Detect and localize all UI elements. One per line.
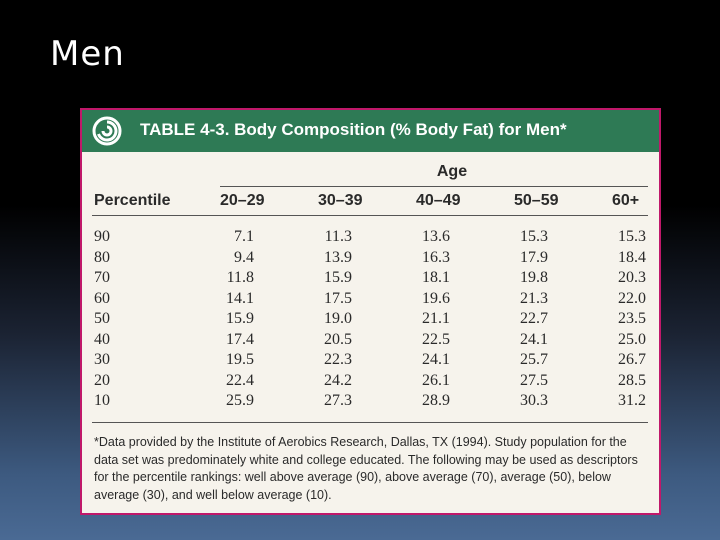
percentile-cell: 70 xyxy=(94,269,110,286)
table-cell: 23.5 xyxy=(618,310,646,327)
age-group-label: Age xyxy=(436,163,468,180)
body-composition-table: TABLE 4-3. Body Composition (% Body Fat)… xyxy=(80,108,661,515)
table-cell: 25.9 xyxy=(226,392,254,409)
spiral-logo-icon xyxy=(92,116,122,146)
table-row: 70 11.8 15.9 18.1 19.8 20.3 xyxy=(82,269,659,290)
header-age-20-29: 20–29 xyxy=(220,192,265,209)
percentile-cell: 60 xyxy=(94,289,110,307)
table-header-row: Percentile 20–29 30–39 40–49 50–59 60+ xyxy=(82,190,659,214)
table-cell: 24.2 xyxy=(324,371,352,389)
table-cell: 19.0 xyxy=(324,310,352,327)
header-divider xyxy=(92,215,648,216)
table-cell: 15.9 xyxy=(226,310,254,327)
table-cell: 17.4 xyxy=(226,330,254,348)
table-cell: 30.3 xyxy=(520,392,548,409)
table-cell: 31.2 xyxy=(618,392,646,409)
percentile-cell: 30 xyxy=(94,351,110,368)
table-cell: 28.5 xyxy=(618,371,646,389)
table-cell: 25.0 xyxy=(618,330,646,348)
header-age-60-plus: 60+ xyxy=(612,192,640,209)
table-cell: 19.6 xyxy=(422,289,450,307)
header-percentile: Percentile xyxy=(94,192,171,209)
table-cell: 13.9 xyxy=(324,248,352,266)
table-cell: 18.1 xyxy=(422,269,450,286)
age-divider xyxy=(220,186,648,187)
table-row: 90 7.1 11.3 13.6 15.3 15.3 xyxy=(82,228,659,249)
table-cell: 19.5 xyxy=(226,351,254,368)
table-cell: 21.3 xyxy=(520,289,548,307)
table-cell: 26.7 xyxy=(618,351,646,368)
table-row: 60 14.1 17.5 19.6 21.3 22.0 xyxy=(82,290,659,311)
table-cell: 20.5 xyxy=(324,330,352,348)
table-row: 80 9.4 13.9 16.3 17.9 18.4 xyxy=(82,249,659,270)
table-cell: 13.6 xyxy=(422,228,450,245)
table-cell: 7.1 xyxy=(234,228,254,245)
table-cell: 19.8 xyxy=(520,269,548,286)
header-age-30-39: 30–39 xyxy=(318,192,363,209)
table-row: 50 15.9 19.0 21.1 22.7 23.5 xyxy=(82,310,659,331)
table-cell: 22.4 xyxy=(226,371,254,389)
percentile-cell: 50 xyxy=(94,310,110,327)
table-cell: 11.8 xyxy=(226,269,254,286)
table-cell: 17.9 xyxy=(520,248,548,266)
percentile-cell: 90 xyxy=(94,228,110,245)
table-cell: 11.3 xyxy=(324,228,352,245)
table-cell: 16.3 xyxy=(422,248,450,266)
table-cell: 22.5 xyxy=(422,330,450,348)
table-row: 10 25.9 27.3 28.9 30.3 31.2 xyxy=(82,392,659,413)
table-cell: 15.3 xyxy=(520,228,548,245)
table-cell: 20.3 xyxy=(618,269,646,286)
table-cell: 18.4 xyxy=(618,248,646,266)
table-cell: 22.0 xyxy=(618,289,646,307)
table-body: 90 7.1 11.3 13.6 15.3 15.3 80 9.4 13.9 1… xyxy=(82,228,659,413)
footnote-divider xyxy=(92,422,648,423)
table-cell: 24.1 xyxy=(422,351,450,368)
table-row: 20 22.4 24.2 26.1 27.5 28.5 xyxy=(82,372,659,393)
percentile-cell: 80 xyxy=(94,248,110,266)
table-cell: 22.7 xyxy=(520,310,548,327)
percentile-cell: 10 xyxy=(94,392,110,409)
percentile-cell: 40 xyxy=(94,330,110,348)
table-footnote: *Data provided by the Institute of Aerob… xyxy=(94,435,638,502)
table-banner: TABLE 4-3. Body Composition (% Body Fat)… xyxy=(82,110,659,152)
table-cell: 17.5 xyxy=(324,289,352,307)
table-cell: 15.9 xyxy=(324,269,352,286)
table-cell: 27.5 xyxy=(520,371,548,389)
header-age-50-59: 50–59 xyxy=(514,192,559,209)
table-cell: 25.7 xyxy=(520,351,548,368)
table-cell: 27.3 xyxy=(324,392,352,409)
table-row: 40 17.4 20.5 22.5 24.1 25.0 xyxy=(82,331,659,352)
percentile-cell: 20 xyxy=(94,371,110,389)
table-row: 30 19.5 22.3 24.1 25.7 26.7 xyxy=(82,351,659,372)
table-cell: 21.1 xyxy=(422,310,450,327)
table-cell: 14.1 xyxy=(226,289,254,307)
table-cell: 9.4 xyxy=(234,248,254,266)
slide-title: Men xyxy=(50,34,125,74)
header-age-40-49: 40–49 xyxy=(416,192,461,209)
table-cell: 22.3 xyxy=(324,351,352,368)
table-cell: 24.1 xyxy=(520,330,548,348)
table-title: TABLE 4-3. Body Composition (% Body Fat)… xyxy=(140,120,567,139)
table-cell: 15.3 xyxy=(618,228,646,245)
table-cell: 28.9 xyxy=(422,392,450,409)
table-cell: 26.1 xyxy=(422,371,450,389)
